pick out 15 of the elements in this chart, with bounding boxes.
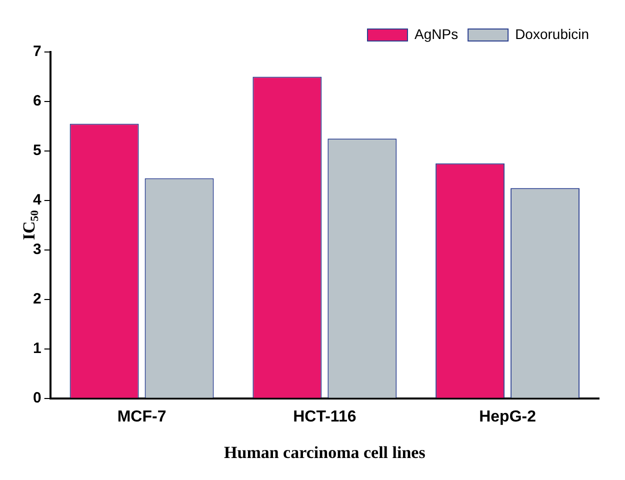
- y-tick-label: 5: [33, 142, 42, 160]
- y-tick-label: 7: [33, 43, 42, 60]
- legend-label: AgNPs: [414, 26, 458, 42]
- x-axis-title: Human carcinoma cell lines: [224, 443, 426, 462]
- y-tick-label: 1: [33, 340, 42, 358]
- legend-label: Doxorubicin: [515, 26, 590, 42]
- x-tick-label: MCF-7: [117, 408, 166, 426]
- y-tick-label: 3: [33, 241, 42, 258]
- y-tick-label: 2: [33, 290, 42, 308]
- y-axis-title: IC50: [19, 210, 41, 240]
- x-tick-label: HCT-116: [293, 408, 356, 426]
- y-tick-label: 4: [33, 192, 42, 209]
- y-tick-label: 6: [33, 92, 42, 110]
- y-tick-label: 0: [33, 390, 42, 407]
- x-tick-label: HepG-2: [479, 408, 536, 426]
